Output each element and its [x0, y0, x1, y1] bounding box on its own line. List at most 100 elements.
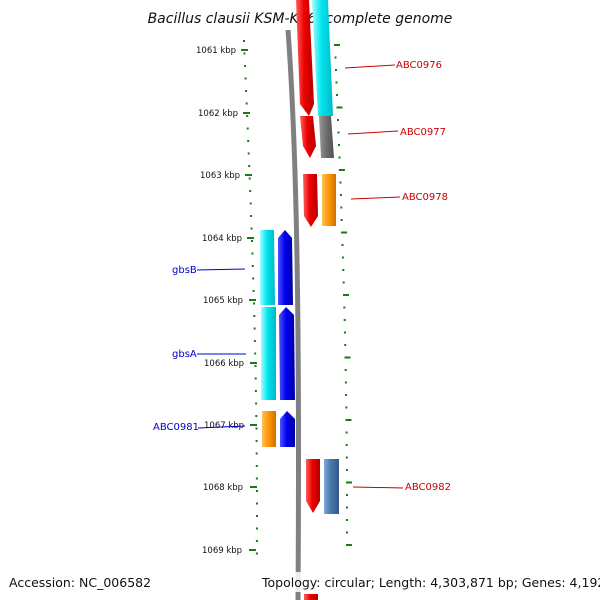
tick-dot — [343, 294, 349, 296]
tick-dot — [342, 269, 345, 271]
cds-feature[interactable] — [261, 307, 276, 400]
tick-dot — [346, 494, 348, 496]
leader-line — [344, 64, 396, 69]
tick-dot — [340, 206, 343, 209]
scale-label: 1069 kbp — [202, 546, 242, 556]
cds-feature[interactable] — [262, 411, 276, 447]
tick-dot — [341, 231, 348, 234]
scale-label: 1062 kbp — [198, 109, 238, 119]
tick-dot — [345, 444, 348, 446]
tick-dot — [345, 544, 352, 546]
scale-label: 1065 kbp — [203, 296, 243, 306]
tick-dot — [254, 377, 257, 380]
tick-dot — [338, 156, 341, 159]
scale-major-ticks — [241, 49, 257, 551]
scale-label: 1061 kbp — [196, 46, 236, 56]
tick-dot — [256, 490, 258, 492]
gene-label-gbsa[interactable]: gbsA — [172, 349, 197, 360]
tick-dot — [345, 456, 348, 459]
tick-dot — [255, 427, 258, 430]
tick-dot — [337, 119, 339, 121]
cds-feature[interactable] — [260, 230, 275, 305]
tick-dot — [250, 227, 253, 230]
genome-summary-text: Topology: circular; Length: 4,303,871 bp… — [261, 575, 600, 590]
gene-feature[interactable] — [278, 230, 293, 305]
leader-line — [352, 486, 404, 489]
gene-label-gbsb[interactable]: gbsB — [172, 265, 197, 276]
tick-dot — [249, 190, 252, 192]
leader-line — [196, 268, 246, 271]
tick-dot — [346, 519, 348, 521]
scale-label: 1067 kbp — [204, 421, 244, 431]
tick-dot — [246, 115, 249, 117]
tick-dot — [255, 540, 258, 542]
tick-dot — [253, 315, 256, 317]
gene-label-abc0976[interactable]: ABC0976 — [396, 60, 442, 71]
tick-dot — [255, 415, 258, 417]
tick-dot — [345, 431, 348, 434]
scale-label: 1068 kbp — [203, 483, 243, 493]
tick-dot — [253, 327, 256, 330]
tick-dot — [253, 302, 255, 305]
tick-dot — [251, 252, 254, 255]
gene-feature[interactable] — [280, 411, 295, 447]
scale-labels: 1061 kbp 1062 kbp 1063 kbp 1064 kbp 1065… — [196, 46, 244, 556]
tick-dot — [344, 356, 351, 359]
tick-dot — [254, 390, 257, 392]
tick-dot — [256, 502, 258, 505]
tick-dot — [335, 69, 337, 71]
tick-dot — [345, 394, 348, 396]
reverse-gene-labels: gbsB gbsA ABC0981 — [153, 265, 246, 433]
tick-dot — [256, 515, 258, 517]
gene-feature[interactable] — [306, 459, 320, 513]
tick-dot — [252, 290, 255, 292]
tick-dot — [247, 152, 250, 155]
gene-feature[interactable] — [303, 174, 318, 227]
forward-strand-features — [296, 0, 339, 600]
cds-feature[interactable] — [322, 174, 336, 226]
tick-dot — [344, 369, 347, 371]
tick-dot — [255, 477, 258, 480]
gene-label-abc0978[interactable]: ABC0978 — [402, 192, 448, 203]
tick-dot — [249, 202, 252, 205]
tick-dot — [344, 331, 346, 334]
leader-line — [350, 196, 401, 200]
gene-label-abc0982[interactable]: ABC0982 — [405, 482, 451, 493]
tick-dot — [346, 481, 352, 484]
tick-dot — [255, 465, 258, 467]
tick-dot — [251, 240, 253, 242]
tick-dot — [244, 77, 247, 80]
cds-feature[interactable] — [324, 459, 339, 514]
gene-feature[interactable] — [296, 0, 314, 116]
gene-feature[interactable] — [279, 307, 295, 400]
gene-label-abc0977[interactable]: ABC0977 — [400, 127, 446, 138]
leader-line — [347, 130, 399, 135]
tick-dot — [336, 106, 343, 109]
tick-dot — [243, 40, 245, 42]
tick-dot — [341, 244, 344, 246]
tick-dot — [337, 131, 340, 134]
tick-dot — [336, 94, 338, 96]
tick-dot — [346, 531, 348, 534]
tick-dot — [346, 506, 348, 509]
gene-label-abc0981[interactable]: ABC0981 — [153, 422, 199, 433]
tick-dot — [244, 65, 247, 67]
tick-dot — [339, 194, 342, 196]
accession-text: Accession: NC_006582 — [9, 575, 151, 590]
gene-feature[interactable] — [300, 116, 316, 158]
tick-dot — [248, 165, 251, 167]
tick-dot — [342, 281, 345, 284]
tick-dot — [345, 419, 352, 421]
genome-backbone — [285, 29, 302, 600]
tick-dot — [338, 144, 340, 146]
cds-feature[interactable] — [319, 116, 334, 158]
tick-dot — [255, 452, 258, 455]
cds-feature[interactable] — [312, 0, 333, 116]
gene-feature[interactable] — [304, 594, 318, 600]
tick-dot — [335, 81, 338, 84]
tick-dot — [256, 527, 258, 530]
scale-ticks — [243, 40, 352, 555]
tick-dot — [334, 56, 337, 59]
forward-gene-labels: ABC0976 ABC0977 ABC0978 ABC0982 — [344, 60, 451, 493]
